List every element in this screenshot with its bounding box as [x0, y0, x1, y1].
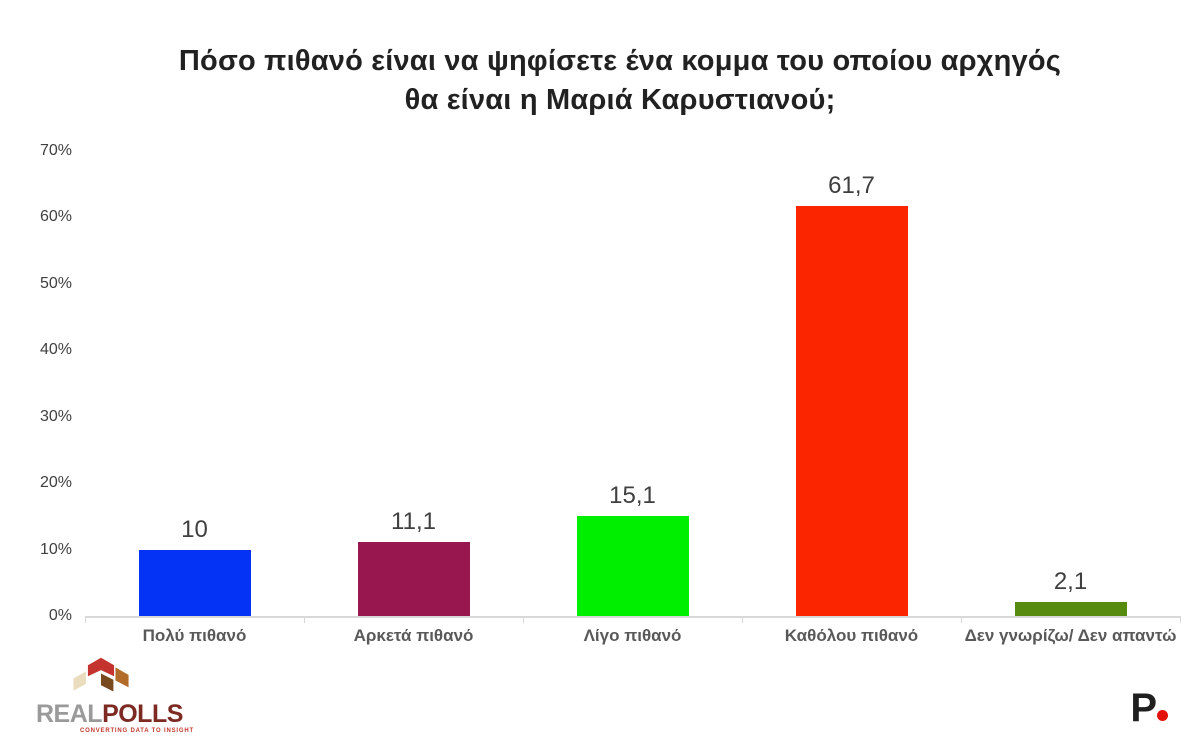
- y-axis-tick-label: 50%: [39, 274, 72, 292]
- x-axis-category-label: Δεν γνωρίζω/ Δεν απαντώ: [964, 626, 1177, 645]
- x-axis-tick-mark: [304, 616, 305, 623]
- y-axis-tick-label: 10%: [39, 540, 72, 558]
- x-axis-tick-mark: [85, 616, 86, 623]
- y-axis-tick-label: 20%: [39, 474, 72, 492]
- realpolls-logo: REALPOLLS CONVERTING DATA TO INSIGHT: [36, 652, 196, 744]
- x-axis-category-label: Λίγο πιθανό: [583, 626, 682, 645]
- realpolls-wordmark: REALPOLLS: [36, 700, 196, 729]
- y-axis-tick-label: 70%: [39, 142, 72, 159]
- bar-2: [357, 542, 470, 616]
- pronews-logo: P: [1098, 686, 1168, 732]
- pronews-red-dot-icon: [1157, 710, 1168, 721]
- x-axis-category-label: Αρκετά πιθανό: [353, 626, 474, 645]
- bar-value-label: 2,1: [1053, 568, 1088, 596]
- x-axis-tick-mark: [742, 616, 743, 623]
- chart-title: Πόσο πιθανό είναι να ψηφίσετε ένα κομμα …: [0, 42, 1200, 120]
- y-axis-tick-label: 40%: [39, 341, 72, 359]
- chart-title-line1: Πόσο πιθανό είναι να ψηφίσετε ένα κομμα …: [178, 45, 1062, 77]
- pronews-letter-p: P: [1130, 686, 1157, 730]
- bar-value-label: 11,1: [391, 508, 436, 536]
- x-axis-line: [85, 616, 1180, 618]
- realpolls-cube-icon: [73, 657, 129, 692]
- bar-value-label: 15,1: [609, 481, 656, 509]
- realpolls-word-polls: POLLS: [102, 700, 183, 728]
- x-axis-category-label: Πολύ πιθανό: [142, 626, 247, 645]
- chart-title-line2: θα είναι η Μαριά Καρυστιανού;: [404, 84, 836, 116]
- bar-3: [576, 515, 689, 616]
- bar-1: [138, 549, 251, 616]
- bar-value-label: 10: [181, 515, 208, 543]
- bar-4: [795, 206, 908, 616]
- realpolls-tagline: CONVERTING DATA TO INSIGHT: [80, 728, 194, 734]
- x-axis-category-label: Καθόλου πιθανό: [784, 626, 919, 645]
- y-axis-tick-label: 30%: [39, 407, 72, 425]
- y-axis-tick-label: 0%: [48, 607, 72, 624]
- x-axis-tick-mark: [961, 616, 962, 623]
- bar-value-label: 61,7: [828, 172, 875, 200]
- bar-5: [1014, 602, 1127, 616]
- x-axis-tick-mark: [1180, 616, 1181, 623]
- realpolls-word-real: REAL: [36, 700, 103, 728]
- y-axis-tick-label: 60%: [39, 208, 72, 226]
- x-axis-tick-mark: [523, 616, 524, 623]
